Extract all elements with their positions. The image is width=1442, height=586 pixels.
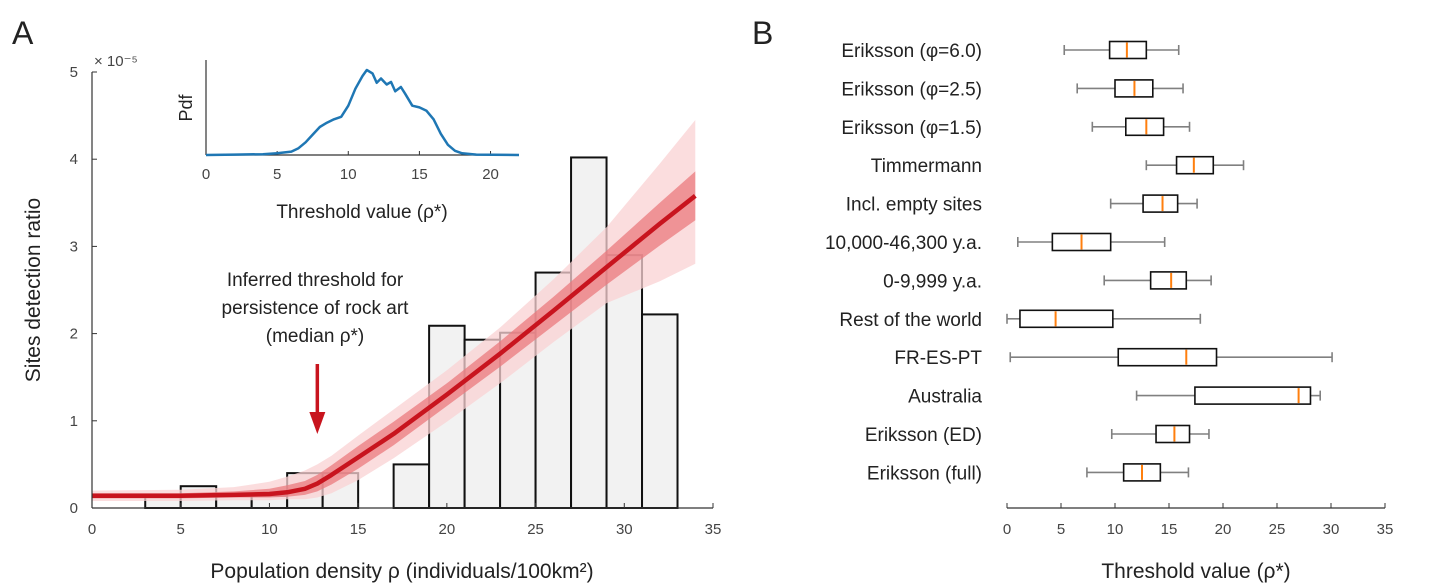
- panel-b-boxplots: Threshold value (ρ*) 0 5 10 15 20 25 30 35 Eriks…: [825, 40, 1394, 583]
- histogram-bar: [641, 313, 679, 509]
- boxplot-row: Eriksson (full): [867, 463, 1190, 484]
- boxplot-box: [1117, 347, 1218, 367]
- boxplot-row: Rest of the world: [839, 309, 1202, 331]
- panel-b-x-tick-label: 25: [1269, 521, 1286, 538]
- panel-label-b: B: [752, 15, 773, 51]
- boxplot-box: [1142, 194, 1179, 213]
- boxplot-label: FR-ES-PT: [894, 348, 982, 369]
- annotation-line-3: (median ρ*): [266, 326, 364, 347]
- inset-x-tick-label: 15: [411, 166, 428, 183]
- histogram-bar: [570, 156, 608, 509]
- panel-b-x-tick-label: 0: [1003, 521, 1011, 538]
- panel-a-x-axis-label: Population density ρ (individuals/100km²…: [210, 560, 593, 583]
- panel-a-y-tick-label: 3: [70, 238, 78, 255]
- y-multiplier-label: × 10⁻⁵: [94, 53, 138, 70]
- boxplot-row: Eriksson (φ=1.5): [841, 117, 1191, 139]
- boxplot-box: [1194, 386, 1312, 405]
- inset-x-tick-label: 10: [340, 166, 357, 183]
- panel-b-x-tick-label: 10: [1107, 521, 1124, 538]
- boxplot-row: Eriksson (φ=2.5): [841, 79, 1184, 100]
- fitted-median-line: [92, 194, 697, 499]
- boxplot-label: Rest of the world: [839, 310, 982, 331]
- inset-x-tick-label: 5: [273, 166, 281, 183]
- boxplot-row: Australia: [908, 386, 1321, 408]
- boxplot-box: [1155, 424, 1191, 444]
- pdf-curve: [205, 68, 520, 157]
- panel-b-x-tick-label: 15: [1161, 521, 1178, 538]
- boxplot-label: Timmermann: [871, 156, 982, 177]
- inset-x-tick-label: 0: [202, 166, 210, 183]
- boxplot-row: 0-9,999 y.a.: [883, 271, 1212, 292]
- confidence-bands: [92, 120, 697, 501]
- boxplot-box: [1019, 309, 1114, 329]
- threshold-annotation: Inferred threshold for persistence of ro…: [222, 270, 410, 434]
- panel-b-x-tick-label: 5: [1057, 521, 1065, 538]
- panel-a-histogram: 0 5 10 15 20 25 30 35 0 1 2 3 4 5 × 10⁻⁵ Population d…: [22, 53, 721, 583]
- boxplot-label: Eriksson (φ=1.5): [841, 118, 982, 139]
- inset-y-axis-label: Pdf: [176, 93, 196, 121]
- boxplot-row: Eriksson (φ=6.0): [841, 40, 1180, 62]
- panel-b-x-axis-label: Threshold value (ρ*): [1101, 560, 1290, 583]
- boxplot-box: [1149, 271, 1188, 290]
- panel-b-x-tick-label: 30: [1323, 521, 1340, 538]
- panel-a-y-axis-label: Sites detection ratio: [22, 198, 45, 382]
- panel-b-x-tick-label: 35: [1377, 521, 1394, 538]
- panel-b-x-tick-label: 20: [1215, 521, 1232, 538]
- boxplot-label: 10,000-46,300 y.a.: [825, 233, 982, 254]
- panel-a-axes: 0 5 10 15 20 25 30 35 0 1 2 3 4 5: [70, 64, 722, 538]
- panel-a-x-tick-label: 5: [177, 521, 185, 538]
- annotation-line-1: Inferred threshold for: [227, 270, 404, 291]
- panel-a-y-tick-label: 0: [70, 500, 78, 517]
- panel-a-x-tick-label: 35: [705, 521, 722, 538]
- threshold-arrow-head: [309, 412, 326, 434]
- boxplot-label: Incl. empty sites: [846, 195, 982, 216]
- panel-a-y-tick-label: 1: [70, 413, 78, 430]
- panel-label-a: A: [12, 15, 34, 51]
- boxplot-box: [1108, 40, 1148, 60]
- inset-x-tick-label: 20: [482, 166, 499, 183]
- boxplot-row: 10,000-46,300 y.a.: [825, 232, 1166, 254]
- panel-a-x-tick-label: 25: [527, 521, 544, 538]
- boxplot-label: Eriksson (ED): [865, 425, 982, 446]
- boxplot-row: Timmermann: [871, 155, 1245, 177]
- boxplot-label: Eriksson (full): [867, 463, 982, 484]
- panel-a-y-tick-label: 2: [70, 326, 78, 343]
- boxplot-box: [1175, 155, 1215, 175]
- inset-x-axis-label: Threshold value (ρ*): [276, 202, 447, 223]
- histogram-bar: [392, 463, 431, 509]
- panel-a-y-tick-label: 4: [70, 151, 78, 168]
- boxplot-label: Eriksson (φ=6.0): [841, 41, 982, 62]
- boxplot-row: Eriksson (ED): [865, 424, 1210, 446]
- panel-a-x-tick-label: 30: [616, 521, 633, 538]
- panel-a-y-tick-label: 5: [70, 64, 78, 81]
- panel-a-x-tick-label: 10: [261, 521, 278, 538]
- boxplot-box: [1125, 117, 1165, 137]
- boxplot-label: Australia: [908, 387, 982, 408]
- boxplot-label: Eriksson (φ=2.5): [841, 79, 982, 100]
- inset-pdf-plot: Pdf Threshold value (ρ*) 0 5 10 15 20: [176, 60, 520, 223]
- boxplot-row: FR-ES-PT: [894, 347, 1333, 369]
- panel-a-x-tick-label: 15: [350, 521, 367, 538]
- panel-a-x-tick-label: 0: [88, 521, 96, 538]
- boxplot-row: Incl. empty sites: [846, 194, 1198, 216]
- annotation-line-2: persistence of rock art: [222, 298, 410, 319]
- boxplot-label: 0-9,999 y.a.: [883, 271, 982, 292]
- panel-a-x-tick-label: 20: [439, 521, 456, 538]
